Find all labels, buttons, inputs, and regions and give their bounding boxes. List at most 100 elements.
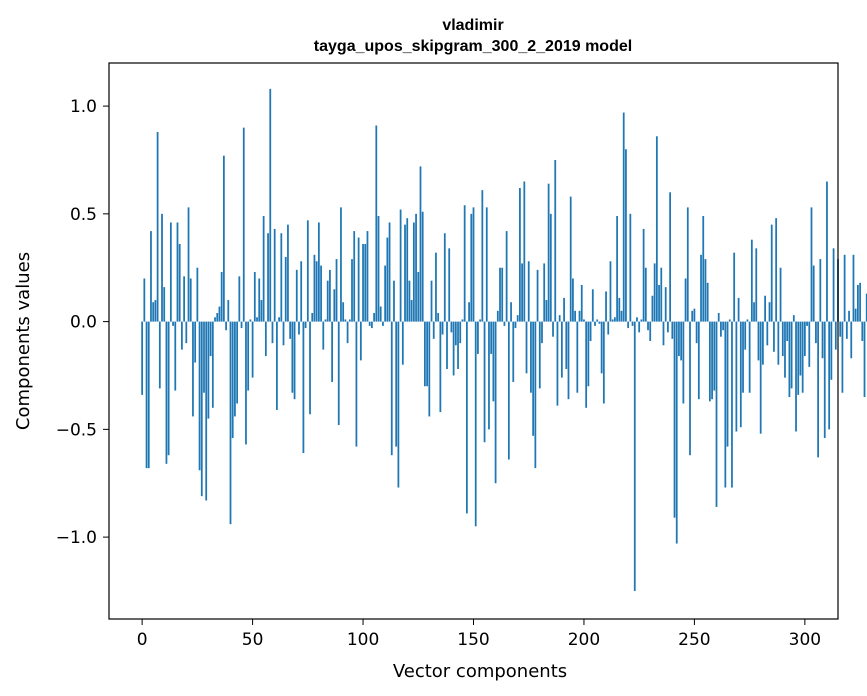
bar-244: [680, 321, 683, 361]
bar-328: [865, 293, 867, 322]
bar-49: [249, 319, 252, 322]
bar-266: [728, 319, 731, 322]
bar-65: [284, 256, 287, 322]
bar-232: [653, 263, 656, 322]
bar-41: [231, 321, 234, 438]
bar-199: [580, 284, 583, 322]
bar-243: [678, 321, 680, 357]
bar-198: [578, 310, 581, 322]
bar-240: [671, 321, 674, 339]
bar-264: [724, 321, 727, 488]
bar-105: [373, 312, 375, 322]
bar-318: [843, 254, 846, 322]
bar-258: [711, 321, 713, 400]
bar-203: [589, 321, 592, 341]
bar-218: [622, 112, 625, 322]
x-tick-label: 200: [568, 630, 600, 650]
bar-310: [826, 181, 828, 322]
bar-272: [742, 321, 744, 393]
bar-134: [437, 312, 440, 322]
bar-72: [300, 261, 303, 322]
bar-151: [474, 321, 477, 527]
bar-209: [602, 321, 605, 404]
y-tick-label: 0.5: [70, 205, 97, 225]
bar-73: [302, 321, 305, 454]
bar-181: [541, 321, 543, 344]
bar-289: [779, 267, 782, 322]
bar-191: [563, 297, 565, 322]
x-tick-label: 250: [678, 630, 710, 650]
bar-30: [207, 321, 210, 419]
bar-147: [465, 321, 468, 514]
bar-180: [538, 321, 541, 389]
bar-234: [658, 284, 660, 322]
bar-306: [817, 321, 819, 458]
bar-274: [746, 319, 749, 322]
bar-205: [594, 321, 596, 326]
bar-312: [830, 321, 833, 380]
bar-51: [253, 272, 256, 322]
bar-279: [757, 321, 760, 361]
bar-215: [616, 216, 618, 322]
bar-327: [863, 321, 866, 398]
bar-86: [331, 321, 333, 382]
y-tick-label: −1.0: [56, 528, 97, 548]
bar-316: [839, 321, 842, 337]
bar-273: [744, 321, 747, 350]
bar-40: [229, 321, 232, 525]
bar-26: [198, 321, 201, 471]
bar-53: [258, 278, 261, 322]
bar-91: [342, 302, 345, 322]
bar-267: [731, 321, 733, 488]
bar-46: [242, 127, 245, 322]
bar-183: [545, 300, 548, 322]
bar-291: [784, 321, 786, 378]
bar-137: [443, 233, 446, 322]
bar-174: [525, 321, 528, 374]
bar-14: [172, 321, 174, 326]
bar-68: [291, 321, 294, 393]
bar-29: [205, 321, 208, 501]
bar-302: [808, 321, 811, 367]
bar-163: [501, 267, 504, 322]
bar-13: [169, 222, 172, 322]
bar-268: [733, 252, 736, 322]
bar-149: [470, 213, 473, 322]
bar-323: [854, 308, 857, 322]
bar-54: [260, 300, 263, 322]
bar-70: [295, 269, 298, 322]
bar-99: [359, 321, 362, 361]
bar-245: [682, 321, 685, 404]
bar-115: [395, 321, 398, 447]
bar-281: [762, 321, 764, 365]
bar-254: [702, 216, 705, 322]
bar-236: [662, 321, 665, 346]
bar-214: [614, 317, 616, 322]
bar-202: [587, 321, 590, 387]
bar-52: [256, 317, 258, 322]
y-tick-label: −0.5: [56, 420, 97, 440]
bar-260: [715, 321, 718, 507]
bar-187: [554, 159, 557, 322]
bar-314: [834, 321, 837, 350]
bar-286: [773, 321, 775, 352]
bar-290: [781, 321, 784, 357]
bar-295: [792, 315, 795, 322]
bar-47: [245, 321, 247, 445]
bar-84: [326, 280, 329, 322]
x-tick-label: 150: [457, 630, 489, 650]
x-axis-label: Vector components: [393, 661, 567, 682]
bar-308: [821, 321, 824, 359]
bar-208: [600, 321, 603, 374]
bar-249: [691, 310, 694, 322]
bar-190: [560, 321, 563, 378]
bar-77: [311, 312, 314, 322]
bar-173: [523, 181, 526, 322]
bar-251: [695, 321, 698, 344]
bar-321: [850, 321, 853, 359]
bar-248: [689, 321, 691, 456]
bar-170: [516, 315, 519, 322]
bar-61: [276, 321, 278, 410]
bar-168: [512, 321, 515, 382]
bar-211: [607, 321, 610, 335]
